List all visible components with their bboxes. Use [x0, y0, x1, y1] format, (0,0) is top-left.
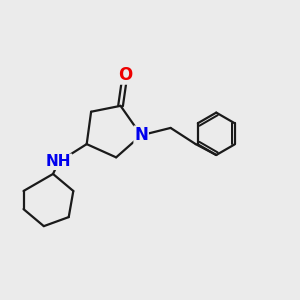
Text: O: O — [118, 66, 132, 84]
Text: N: N — [134, 126, 148, 144]
Text: NH: NH — [46, 154, 71, 169]
